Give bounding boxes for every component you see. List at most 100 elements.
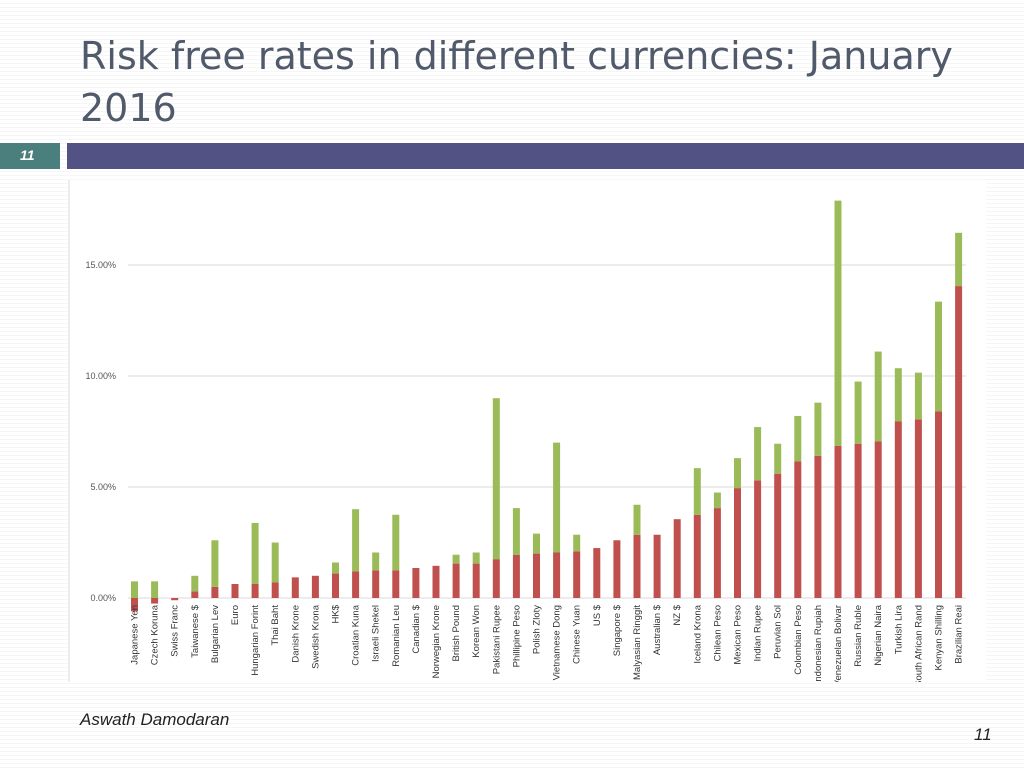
category-label: Vietnamese Dong: [552, 605, 563, 680]
bar-green-segment: [372, 552, 380, 571]
bar-red-segment: [914, 419, 922, 598]
bar-red-segment: [814, 455, 822, 598]
bar-red-segment: [693, 514, 701, 598]
bar-red-segment: [171, 598, 179, 601]
bar-red-segment: [412, 568, 420, 598]
category-label: Turkish Lira: [893, 604, 904, 654]
bar-red-segment: [774, 473, 782, 598]
category-label: Hungarian Forint: [250, 605, 261, 676]
category-label: Romanian Leu: [391, 605, 402, 667]
category-label: Brazilian Reai: [954, 605, 965, 664]
bar-red-segment: [673, 519, 681, 598]
bar-red-segment: [955, 286, 963, 598]
bar-green-segment: [151, 581, 159, 598]
bar-green-segment: [834, 200, 842, 446]
bar-red-segment: [874, 441, 882, 598]
bar-green-segment: [713, 492, 721, 509]
category-label: Polish Zloty: [532, 605, 543, 654]
category-label: Swedish Krona: [310, 604, 321, 669]
category-label: Indonesian Rupiah: [813, 605, 824, 682]
bar-green-segment: [271, 542, 279, 583]
bar-green-segment: [512, 508, 520, 555]
category-label: Danish Krone: [290, 605, 301, 663]
bar-red-segment: [653, 534, 661, 598]
category-label: Malyasian Ringgit: [632, 605, 643, 680]
category-label: Chinese Yuan: [572, 605, 583, 664]
category-label: Nigerian Naira: [873, 604, 884, 665]
slide-title: Risk free rates in different currencies:…: [80, 34, 953, 130]
bar-red-segment: [372, 570, 380, 598]
bar-red-segment: [332, 573, 339, 598]
bar-red-segment: [472, 563, 480, 598]
bar-green-segment: [794, 415, 802, 462]
category-label: Norwegian Krone: [431, 605, 442, 678]
category-label: Chilean Peso: [712, 605, 723, 662]
category-label: Venezuelan Bolivar: [833, 605, 844, 682]
bar-red-segment: [271, 582, 279, 598]
category-label: Croatian Kuna: [351, 604, 362, 665]
bar-green-segment: [914, 372, 922, 420]
category-label: NZ $: [672, 604, 683, 625]
bar-red-segment: [935, 411, 942, 598]
bar-green-segment: [211, 540, 219, 587]
category-label: Japanese Yen: [130, 605, 141, 665]
y-tick-label: 5.00%: [90, 482, 116, 492]
bar-green-segment: [251, 522, 259, 585]
category-label: Swiss Franc: [170, 605, 181, 657]
category-label: Taiwanese $: [190, 604, 201, 658]
bar-green-segment: [492, 398, 500, 560]
category-label: Kenyan Shilling: [934, 605, 945, 671]
bar-red-segment: [713, 508, 721, 598]
category-label: Mexican Peso: [733, 605, 744, 665]
bar-green-segment: [935, 301, 942, 412]
bar-green-segment: [633, 504, 641, 535]
bar-red-segment: [352, 571, 360, 598]
bar-red-segment: [131, 598, 138, 612]
bar-red-segment: [613, 540, 621, 598]
category-label: South African Rand: [913, 605, 924, 682]
bar-red-segment: [151, 598, 159, 604]
bar-green-segment: [814, 402, 822, 456]
category-label: Canadian $: [411, 604, 422, 653]
category-label: Singapore $: [612, 604, 623, 656]
category-label: Phillipine Peso: [511, 605, 522, 667]
author-name: Aswath Damodaran: [80, 710, 230, 729]
bar-red-segment: [593, 548, 601, 598]
bar-green-segment: [131, 581, 138, 598]
bar-green-segment: [191, 575, 199, 592]
y-tick-label: 0.00%: [90, 593, 116, 603]
bar-red-segment: [854, 443, 862, 598]
bar-red-segment: [633, 534, 641, 598]
category-label: Peruvian Sol: [773, 605, 784, 659]
bar-red-segment: [533, 553, 540, 598]
bar-red-segment: [754, 480, 762, 598]
bar-green-segment: [754, 427, 762, 481]
chart-container: 0.00% 5.00% 10.00% 15.00% Japanese Yen Czech…: [68, 180, 986, 687]
bar-green-segment: [573, 534, 581, 552]
risk-free-rates-chart: 0.00% 5.00% 10.00% 15.00% Japanese Yen Czech…: [68, 180, 966, 687]
bar-red-segment: [492, 559, 500, 598]
bar-green-segment: [553, 442, 561, 553]
bar-red-segment: [553, 552, 561, 598]
bar-green-segment: [472, 552, 480, 564]
bar-green-segment: [774, 443, 782, 474]
bar-green-segment: [734, 458, 741, 489]
category-label: Indian Rupee: [753, 605, 764, 662]
bar-red-segment: [392, 570, 400, 598]
category-label: Israeli Shekel: [371, 605, 382, 662]
page-number: 11: [974, 725, 992, 744]
bar-green-segment: [332, 562, 339, 574]
bar-red-segment: [834, 445, 842, 598]
y-tick-label: 10.00%: [85, 371, 116, 381]
bar-red-segment: [452, 563, 460, 598]
bar-green-segment: [894, 368, 902, 422]
bar-red-segment: [573, 551, 581, 598]
bar-red-segment: [512, 554, 520, 598]
bar-green-segment: [533, 533, 540, 554]
bar-red-segment: [191, 591, 199, 598]
category-label: Bulgarian Lev: [210, 605, 221, 663]
y-tick-label: 15.00%: [85, 260, 116, 270]
category-label: US $: [592, 604, 603, 626]
bar-red-segment: [794, 461, 802, 598]
bar-green-segment: [955, 232, 963, 287]
